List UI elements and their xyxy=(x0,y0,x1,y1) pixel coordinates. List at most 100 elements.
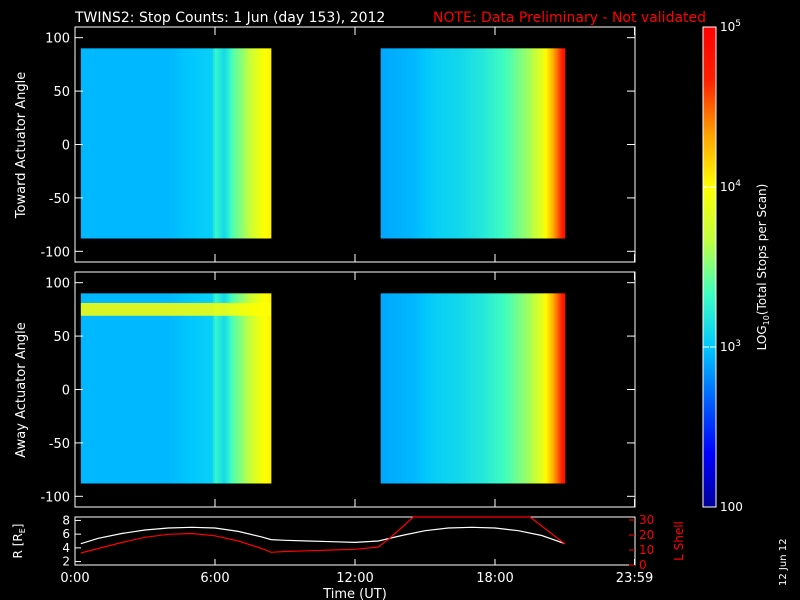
away-heat-cell xyxy=(410,293,413,484)
away-x-ticks xyxy=(74,272,636,507)
away-heat-cell xyxy=(146,293,150,484)
toward-heat-cell xyxy=(388,48,391,239)
away-heat-cell xyxy=(174,293,178,484)
away-heat-cell xyxy=(486,293,489,484)
away-heat-cell xyxy=(198,293,202,484)
toward-heat-cell xyxy=(558,48,561,239)
away-heat-cell xyxy=(250,293,254,484)
toward-heat-cell xyxy=(386,48,389,239)
toward-heat-cell xyxy=(448,48,451,239)
toward-heat-cell xyxy=(244,48,248,239)
toward-heat-cell xyxy=(118,48,122,239)
away-heat-cell xyxy=(558,293,561,484)
away-heat-cell xyxy=(380,293,383,484)
away-heat-cell xyxy=(160,293,164,484)
toward-heat-cell xyxy=(198,48,202,239)
toward-y-ticks: 100 50 0 -50 -100 xyxy=(40,32,635,260)
away-heat-cell xyxy=(168,293,172,484)
toward-heat-cell xyxy=(188,48,192,239)
away-heat-cell xyxy=(238,293,242,484)
away-heat-cell xyxy=(436,293,439,484)
away-heat-cell xyxy=(166,293,170,484)
toward-ytick-label: 50 xyxy=(53,85,70,100)
orbit-lines xyxy=(80,516,566,554)
away-heat-cell xyxy=(432,293,435,484)
away-heat-cell xyxy=(548,293,551,484)
toward-heat-cell xyxy=(126,48,130,239)
away-heat-cell xyxy=(218,293,222,484)
toward-heat-cell xyxy=(130,48,134,239)
away-heat-cell xyxy=(488,293,491,484)
toward-heat-cell xyxy=(552,48,555,239)
away-heat-cell xyxy=(254,293,258,484)
toward-heat-cell xyxy=(444,48,447,239)
toward-heat-cell xyxy=(182,48,186,239)
away-heat-cell xyxy=(460,293,463,484)
orbit-left-tick-label: 8 xyxy=(62,513,70,527)
away-heat-cell xyxy=(564,293,566,484)
away-heat-cell xyxy=(444,293,447,484)
away-heat-cell xyxy=(442,293,445,484)
away-heat-cell xyxy=(408,293,411,484)
away-heat-cell xyxy=(390,293,393,484)
toward-heat-cell xyxy=(494,48,497,239)
toward-heat-cell xyxy=(80,48,84,239)
colorbar-tick-label: 105 xyxy=(720,19,741,34)
away-heat-cell xyxy=(412,293,415,484)
away-heat-cell xyxy=(524,293,527,484)
toward-heat-cell xyxy=(234,48,238,239)
toward-ylabel: Toward Actuator Angle xyxy=(14,72,29,219)
toward-heat-cell xyxy=(192,48,196,239)
away-heat-cell xyxy=(484,293,487,484)
toward-heat-cell xyxy=(148,48,152,239)
toward-heat-cell xyxy=(530,48,533,239)
toward-heat-cell xyxy=(454,48,457,239)
toward-heat-cell xyxy=(208,48,212,239)
toward-heat-cell xyxy=(452,48,455,239)
time-axis-label: Time (UT) xyxy=(322,587,387,600)
orbit-right-tick-label: 10 xyxy=(639,543,654,557)
away-heat-cell xyxy=(538,293,541,484)
toward-heat-cell xyxy=(166,48,170,239)
toward-heat-cell xyxy=(518,48,521,239)
preliminary-note: NOTE: Data Preliminary - Not validated xyxy=(433,10,706,26)
toward-heat-cell xyxy=(538,48,541,239)
away-heat-cell xyxy=(110,293,114,484)
toward-heat-cell xyxy=(380,48,383,239)
away-heat-cell xyxy=(186,293,190,484)
toward-heat-cell xyxy=(236,48,240,239)
toward-heat-cell xyxy=(228,48,232,239)
toward-heat-cell xyxy=(504,48,507,239)
toward-heat-cell xyxy=(496,48,499,239)
toward-heat-cell xyxy=(458,48,461,239)
away-heat-cell xyxy=(496,293,499,484)
toward-heat-cell xyxy=(184,48,188,239)
toward-heat-cell xyxy=(450,48,453,239)
toward-heat-cell xyxy=(472,48,475,239)
toward-heat-cell xyxy=(406,48,409,239)
away-heat-cell xyxy=(102,293,106,484)
toward-heat-cell xyxy=(120,48,124,239)
toward-heat-cell xyxy=(240,48,244,239)
toward-heat-cell xyxy=(264,48,268,239)
toward-heat-cell xyxy=(222,48,226,239)
away-heat-cell xyxy=(430,293,433,484)
away-heat-cell xyxy=(456,293,459,484)
away-heat-cell xyxy=(164,293,168,484)
orbit-x-ticks: 0:00 6:00 12:00 18:00 23:59 xyxy=(60,559,653,586)
toward-heat-cell xyxy=(422,48,425,239)
away-heat-cell xyxy=(96,293,100,484)
toward-heat-cell xyxy=(476,48,479,239)
away-heat-cell xyxy=(214,293,218,484)
toward-heat-cell xyxy=(230,48,234,239)
toward-heat-cell xyxy=(500,48,503,239)
away-heat-cell xyxy=(252,293,256,484)
away-heat-cell xyxy=(242,293,246,484)
toward-heat-cell xyxy=(248,48,252,239)
toward-heat-cell xyxy=(428,48,431,239)
away-heat-cell xyxy=(152,293,156,484)
toward-heat-cell xyxy=(84,48,88,239)
away-heat-cell xyxy=(458,293,461,484)
away-heat-cell xyxy=(404,293,407,484)
